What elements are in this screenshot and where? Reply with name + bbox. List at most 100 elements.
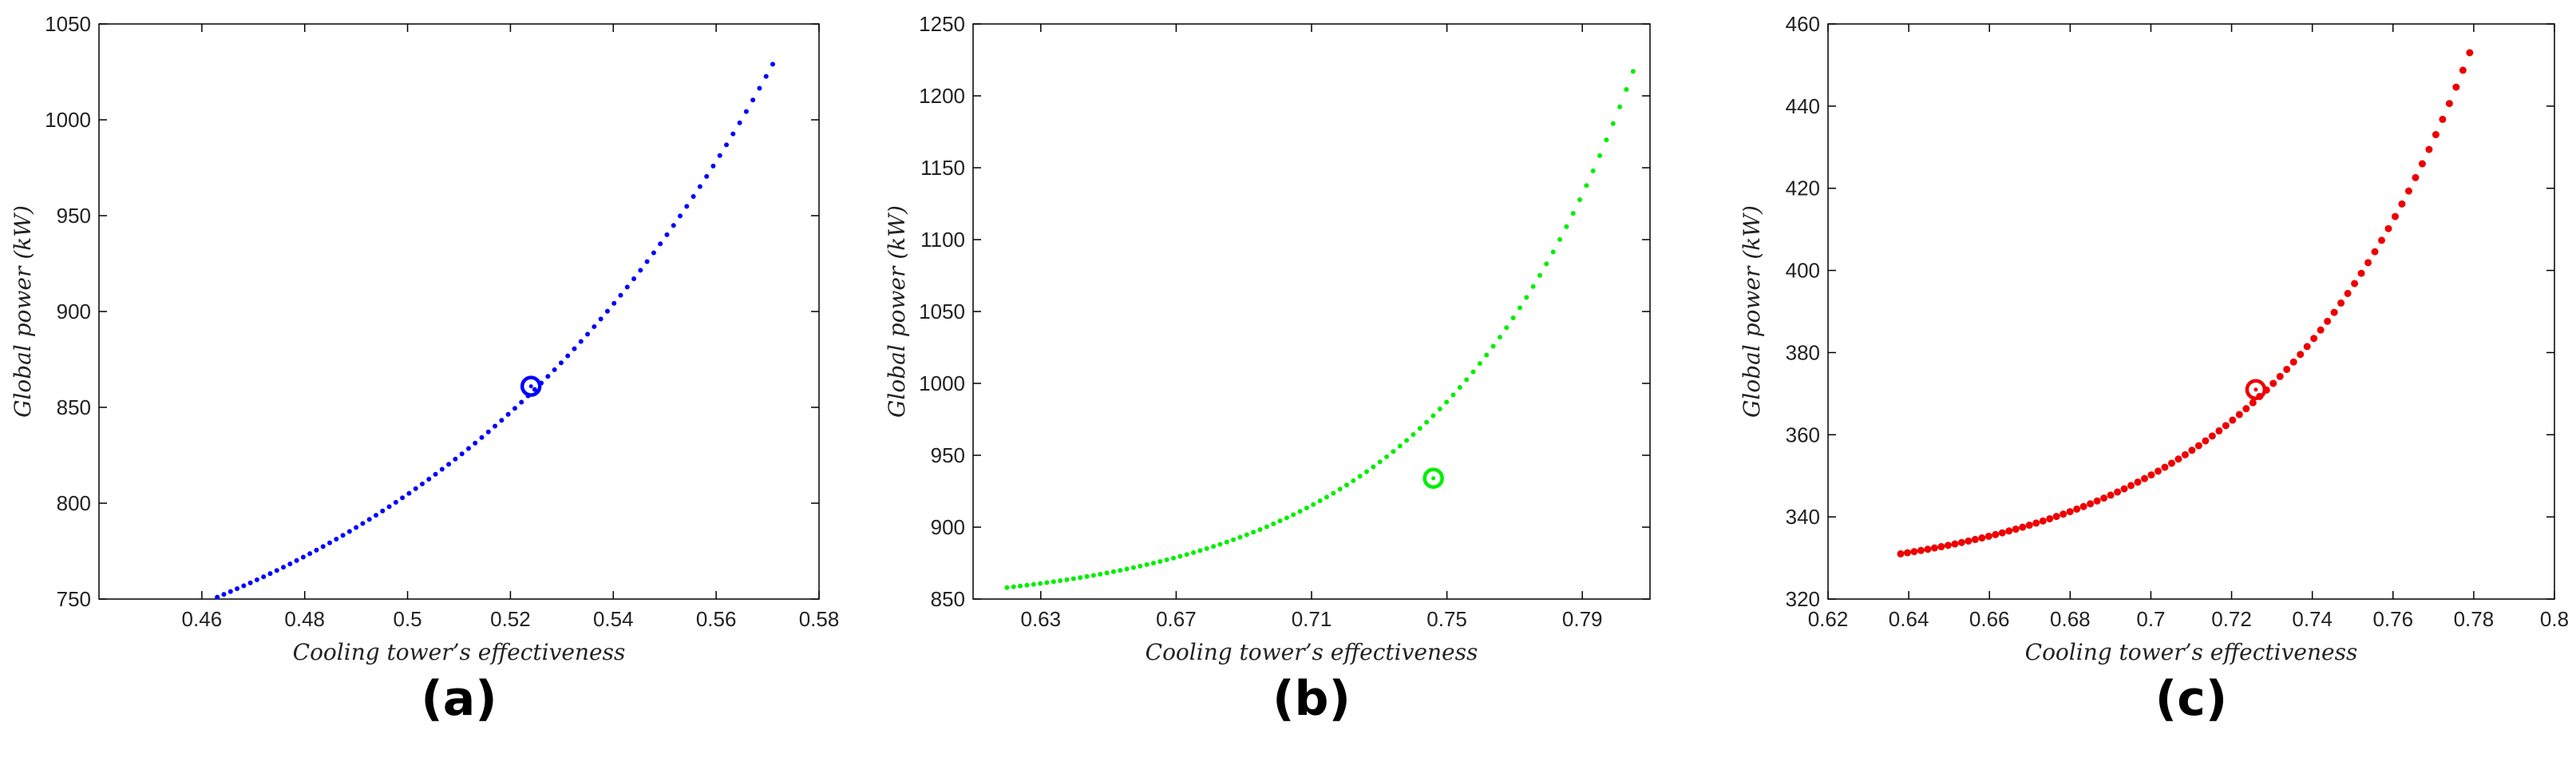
data-point — [2459, 66, 2467, 74]
data-point — [1024, 582, 1030, 588]
x-axis-label: Cooling tower’s effectiveness — [2025, 639, 2358, 665]
data-point — [1564, 224, 1569, 229]
data-point — [1244, 532, 1249, 538]
data-point — [592, 323, 597, 329]
data-point — [228, 589, 233, 594]
data-point — [2418, 160, 2426, 168]
y-tick-label: 1000 — [45, 108, 91, 132]
x-tick-label: 0.68 — [2050, 607, 2091, 631]
data-point — [512, 406, 517, 411]
data-point — [2093, 497, 2101, 505]
data-point — [1590, 168, 1596, 173]
data-point — [2174, 455, 2182, 463]
data-point — [1965, 537, 1973, 545]
data-point — [1930, 544, 1938, 552]
data-point — [1364, 469, 1370, 474]
y-tick-label: 340 — [1786, 505, 1820, 529]
data-point — [1411, 432, 1416, 438]
data-point — [274, 568, 279, 573]
data-point — [2087, 500, 2095, 508]
data-point — [320, 544, 326, 550]
highlighted-point-center — [2254, 387, 2258, 392]
data-point — [1251, 530, 1256, 535]
data-point — [1291, 512, 1296, 518]
data-point — [2466, 49, 2474, 57]
data-point — [2371, 248, 2379, 256]
data-point — [1557, 236, 1563, 242]
data-point — [1464, 377, 1470, 383]
data-point — [2025, 522, 2033, 530]
data-point — [2432, 131, 2439, 139]
data-point — [1058, 578, 1063, 584]
data-point — [1978, 534, 1986, 542]
data-point — [393, 499, 398, 505]
y-tick-label: 900 — [931, 515, 965, 539]
data-point — [380, 508, 386, 514]
data-point — [697, 184, 702, 189]
data-point — [1371, 464, 1376, 470]
data-point — [1064, 577, 1070, 582]
data-point — [1090, 573, 1096, 578]
data-point — [1424, 419, 1430, 425]
data-point — [1144, 562, 1150, 567]
data-point — [1917, 546, 1925, 554]
data-point — [631, 276, 637, 281]
data-point — [453, 456, 458, 462]
data-point — [690, 194, 696, 200]
data-point — [717, 153, 722, 158]
data-point — [2114, 488, 2122, 496]
data-point — [473, 440, 478, 446]
data-point — [1018, 583, 1023, 589]
data-point — [658, 241, 663, 247]
data-point — [1343, 482, 1349, 488]
panel-label: (b) — [1272, 671, 1351, 727]
data-point — [678, 213, 683, 219]
data-point — [1277, 518, 1283, 524]
data-point — [1317, 498, 1323, 504]
data-point — [2032, 519, 2040, 527]
x-tick-label: 0.62 — [1808, 607, 1849, 631]
data-point — [1477, 361, 1482, 367]
chart-panel-3: 0.62 0.64 0.66 0.68 0.7 0.72 0.74 0.76 0.78 0.8 32… — [1739, 12, 2569, 727]
data-point — [1031, 581, 1036, 587]
data-point — [479, 435, 485, 440]
data-point — [519, 399, 524, 405]
data-point — [2398, 200, 2406, 208]
data-point — [585, 331, 591, 337]
data-point — [1510, 316, 1516, 321]
data-point — [327, 540, 333, 546]
data-point — [406, 490, 412, 496]
data-point — [215, 594, 220, 600]
data-point — [1437, 407, 1442, 412]
data-point — [565, 353, 571, 359]
data-point — [1191, 550, 1197, 555]
data-point — [2005, 527, 2013, 535]
data-point — [2364, 259, 2372, 267]
highlighted-point — [1423, 467, 1444, 490]
data-point — [340, 533, 346, 538]
data-point — [1004, 585, 1010, 590]
data-point — [1450, 392, 1456, 398]
data-point — [2452, 83, 2460, 91]
data-point — [1118, 568, 1123, 573]
data-point — [386, 504, 392, 510]
data-point — [499, 418, 505, 423]
data-point — [2242, 405, 2250, 413]
data-point — [433, 471, 438, 477]
highlighted-point-center — [528, 384, 533, 389]
data-point — [446, 462, 452, 467]
x-tick-label: 0.58 — [799, 607, 840, 631]
data-point — [2100, 494, 2108, 502]
data-point — [2283, 365, 2291, 373]
data-point — [1130, 565, 1136, 570]
data-point — [2012, 525, 2020, 533]
x-tick-label: 0.66 — [1969, 607, 2010, 631]
y-tick-label: 1100 — [920, 228, 965, 252]
data-point — [426, 476, 432, 482]
data-point — [1337, 486, 1343, 492]
data-point — [1157, 558, 1163, 564]
data-point — [704, 173, 710, 179]
y-tick-label: 1150 — [920, 156, 965, 180]
data-point — [1237, 534, 1243, 540]
